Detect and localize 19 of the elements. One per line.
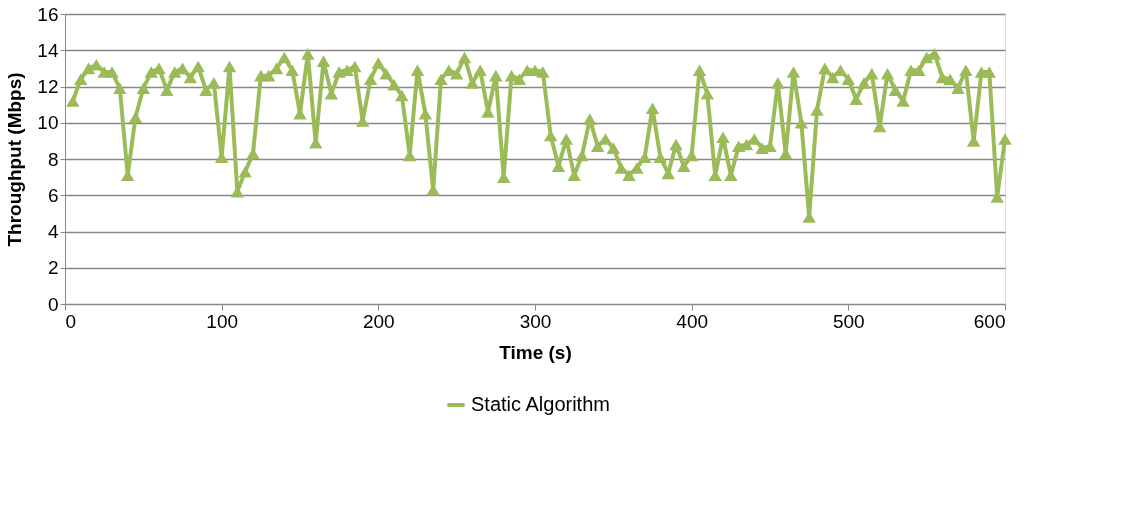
y-tick-label: 10	[37, 112, 59, 134]
x-tick-label: 400	[676, 310, 709, 332]
y-axis-title: Throughput (Mbps)	[4, 72, 26, 247]
y-tick-label: 12	[37, 76, 59, 97]
x-tick-label: 200	[362, 310, 395, 332]
x-tick-label: 600	[973, 310, 1006, 332]
y-tick-label: 2	[47, 257, 59, 279]
y-tick-label: 8	[47, 148, 59, 170]
y-tick-label: 6	[47, 184, 59, 206]
legend-label: Static Algorithm	[471, 393, 610, 415]
y-tick-label: 0	[47, 293, 59, 315]
x-tick-label: 100	[206, 310, 239, 332]
x-tick-label: 0	[65, 310, 77, 332]
x-axis-title: Time (s)	[499, 341, 572, 363]
y-tick-label: 4	[47, 221, 59, 242]
x-tick-label: 500	[832, 310, 865, 332]
y-tick-label: 14	[37, 39, 59, 61]
y-tick-label: 16	[37, 3, 59, 25]
x-tick-label: 300	[519, 310, 552, 332]
